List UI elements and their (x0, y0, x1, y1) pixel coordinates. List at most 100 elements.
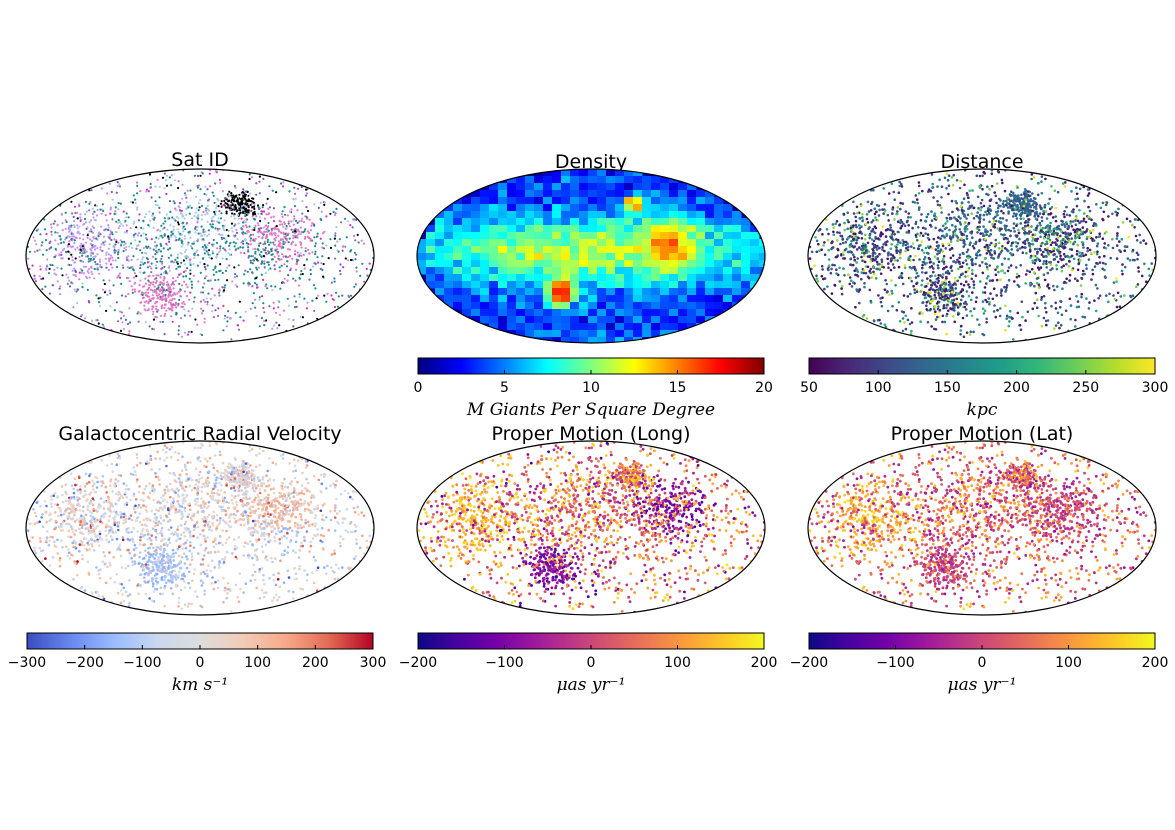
sat-id-point (91, 244, 94, 247)
sat-id-point (163, 233, 166, 236)
distance-point (988, 243, 991, 247)
distance-point (899, 250, 902, 254)
distance-point (972, 206, 975, 210)
distance-point (1081, 241, 1085, 245)
density-cell (471, 260, 481, 268)
sat-id-point (316, 261, 320, 264)
distance-point (860, 244, 864, 248)
density-cell (651, 323, 661, 331)
density-cell (552, 309, 562, 317)
distance-point (842, 212, 846, 216)
density-cell (507, 190, 517, 198)
sat-id-point (167, 266, 170, 269)
density-cell (444, 288, 454, 296)
sat-id-point (93, 277, 96, 280)
distance-point (891, 263, 895, 266)
density-cell (480, 211, 490, 219)
sat-id-point (235, 231, 239, 234)
density-cell (615, 330, 625, 338)
sat-id-point (263, 230, 266, 233)
sat-id-point (157, 274, 160, 277)
density-cell (642, 246, 652, 254)
distance-point (950, 199, 954, 203)
distance-point (873, 246, 876, 249)
density-cell (498, 260, 508, 268)
distance-point (1131, 294, 1135, 298)
distance-point (1083, 272, 1086, 276)
sat-id-point (218, 227, 221, 230)
sat-id-point (212, 245, 215, 248)
sat-id-point (243, 211, 246, 214)
distance-point (942, 306, 945, 310)
density-cell (615, 253, 625, 261)
sat-id-point (255, 258, 258, 261)
sat-id-point (100, 212, 103, 215)
density-cell (462, 239, 472, 247)
density-cell (624, 323, 634, 331)
density-cell (570, 267, 580, 275)
sat-id-point (169, 224, 172, 227)
sat-id-point (67, 226, 70, 229)
sat-id-point (117, 208, 120, 211)
sat-id-point (83, 317, 87, 320)
distance-point (928, 257, 932, 261)
density-cell (705, 253, 715, 261)
sat-id-point (76, 302, 79, 305)
sat-id-point (109, 254, 112, 257)
distance-point (1023, 193, 1026, 196)
distance-point (1062, 252, 1066, 256)
distance-point (965, 250, 969, 254)
density-cell (570, 197, 580, 205)
distance-point (980, 206, 983, 209)
sat-id-point (306, 301, 309, 304)
density-cell (606, 169, 616, 177)
distance-point (859, 230, 862, 233)
distance-point (840, 253, 843, 256)
density-cell (570, 274, 580, 282)
sat-id-point (243, 252, 246, 255)
distance-point (941, 229, 944, 233)
sat-id-point (189, 236, 192, 239)
sat-id-point (154, 281, 158, 284)
sat-id-point (294, 228, 297, 231)
sat-id-point (187, 330, 190, 333)
distance-point (1035, 207, 1038, 211)
sat-id-point (155, 244, 158, 247)
sat-id-point (212, 238, 215, 242)
distance-point (970, 277, 974, 281)
distance-point (1069, 222, 1072, 225)
density-cell (597, 274, 607, 282)
distance-point (1028, 270, 1032, 274)
sat-id-point (182, 270, 185, 274)
distance-point (897, 191, 901, 194)
sat-id-point (242, 319, 245, 322)
sat-id-point (149, 299, 152, 302)
sat-id-point (260, 250, 263, 254)
sat-id-point (215, 204, 218, 207)
density-cell (552, 211, 562, 219)
density-cell (723, 211, 733, 219)
sat-id-point (270, 232, 273, 235)
distance-point (1017, 200, 1021, 203)
density-cell (543, 239, 553, 247)
sat-id-point (165, 179, 168, 182)
sat-id-point (54, 247, 57, 251)
sat-id-point (258, 180, 261, 183)
distance-point (1059, 254, 1062, 258)
density-cell (561, 316, 571, 324)
density-cell (534, 309, 544, 317)
sat-id-point (107, 247, 110, 250)
sat-id-point (327, 257, 330, 260)
density-cell (606, 316, 616, 324)
sat-id-point (143, 261, 146, 265)
distance-point (1072, 257, 1076, 261)
sat-id-point (114, 259, 117, 262)
distance-point (994, 194, 998, 198)
distance-point (937, 305, 940, 308)
distance-point (1123, 294, 1126, 297)
sat-id-point (293, 186, 296, 189)
distance-point (958, 292, 961, 295)
sat-id-point (224, 314, 227, 317)
sat-id-point (90, 239, 94, 242)
sat-id-point (137, 219, 140, 222)
